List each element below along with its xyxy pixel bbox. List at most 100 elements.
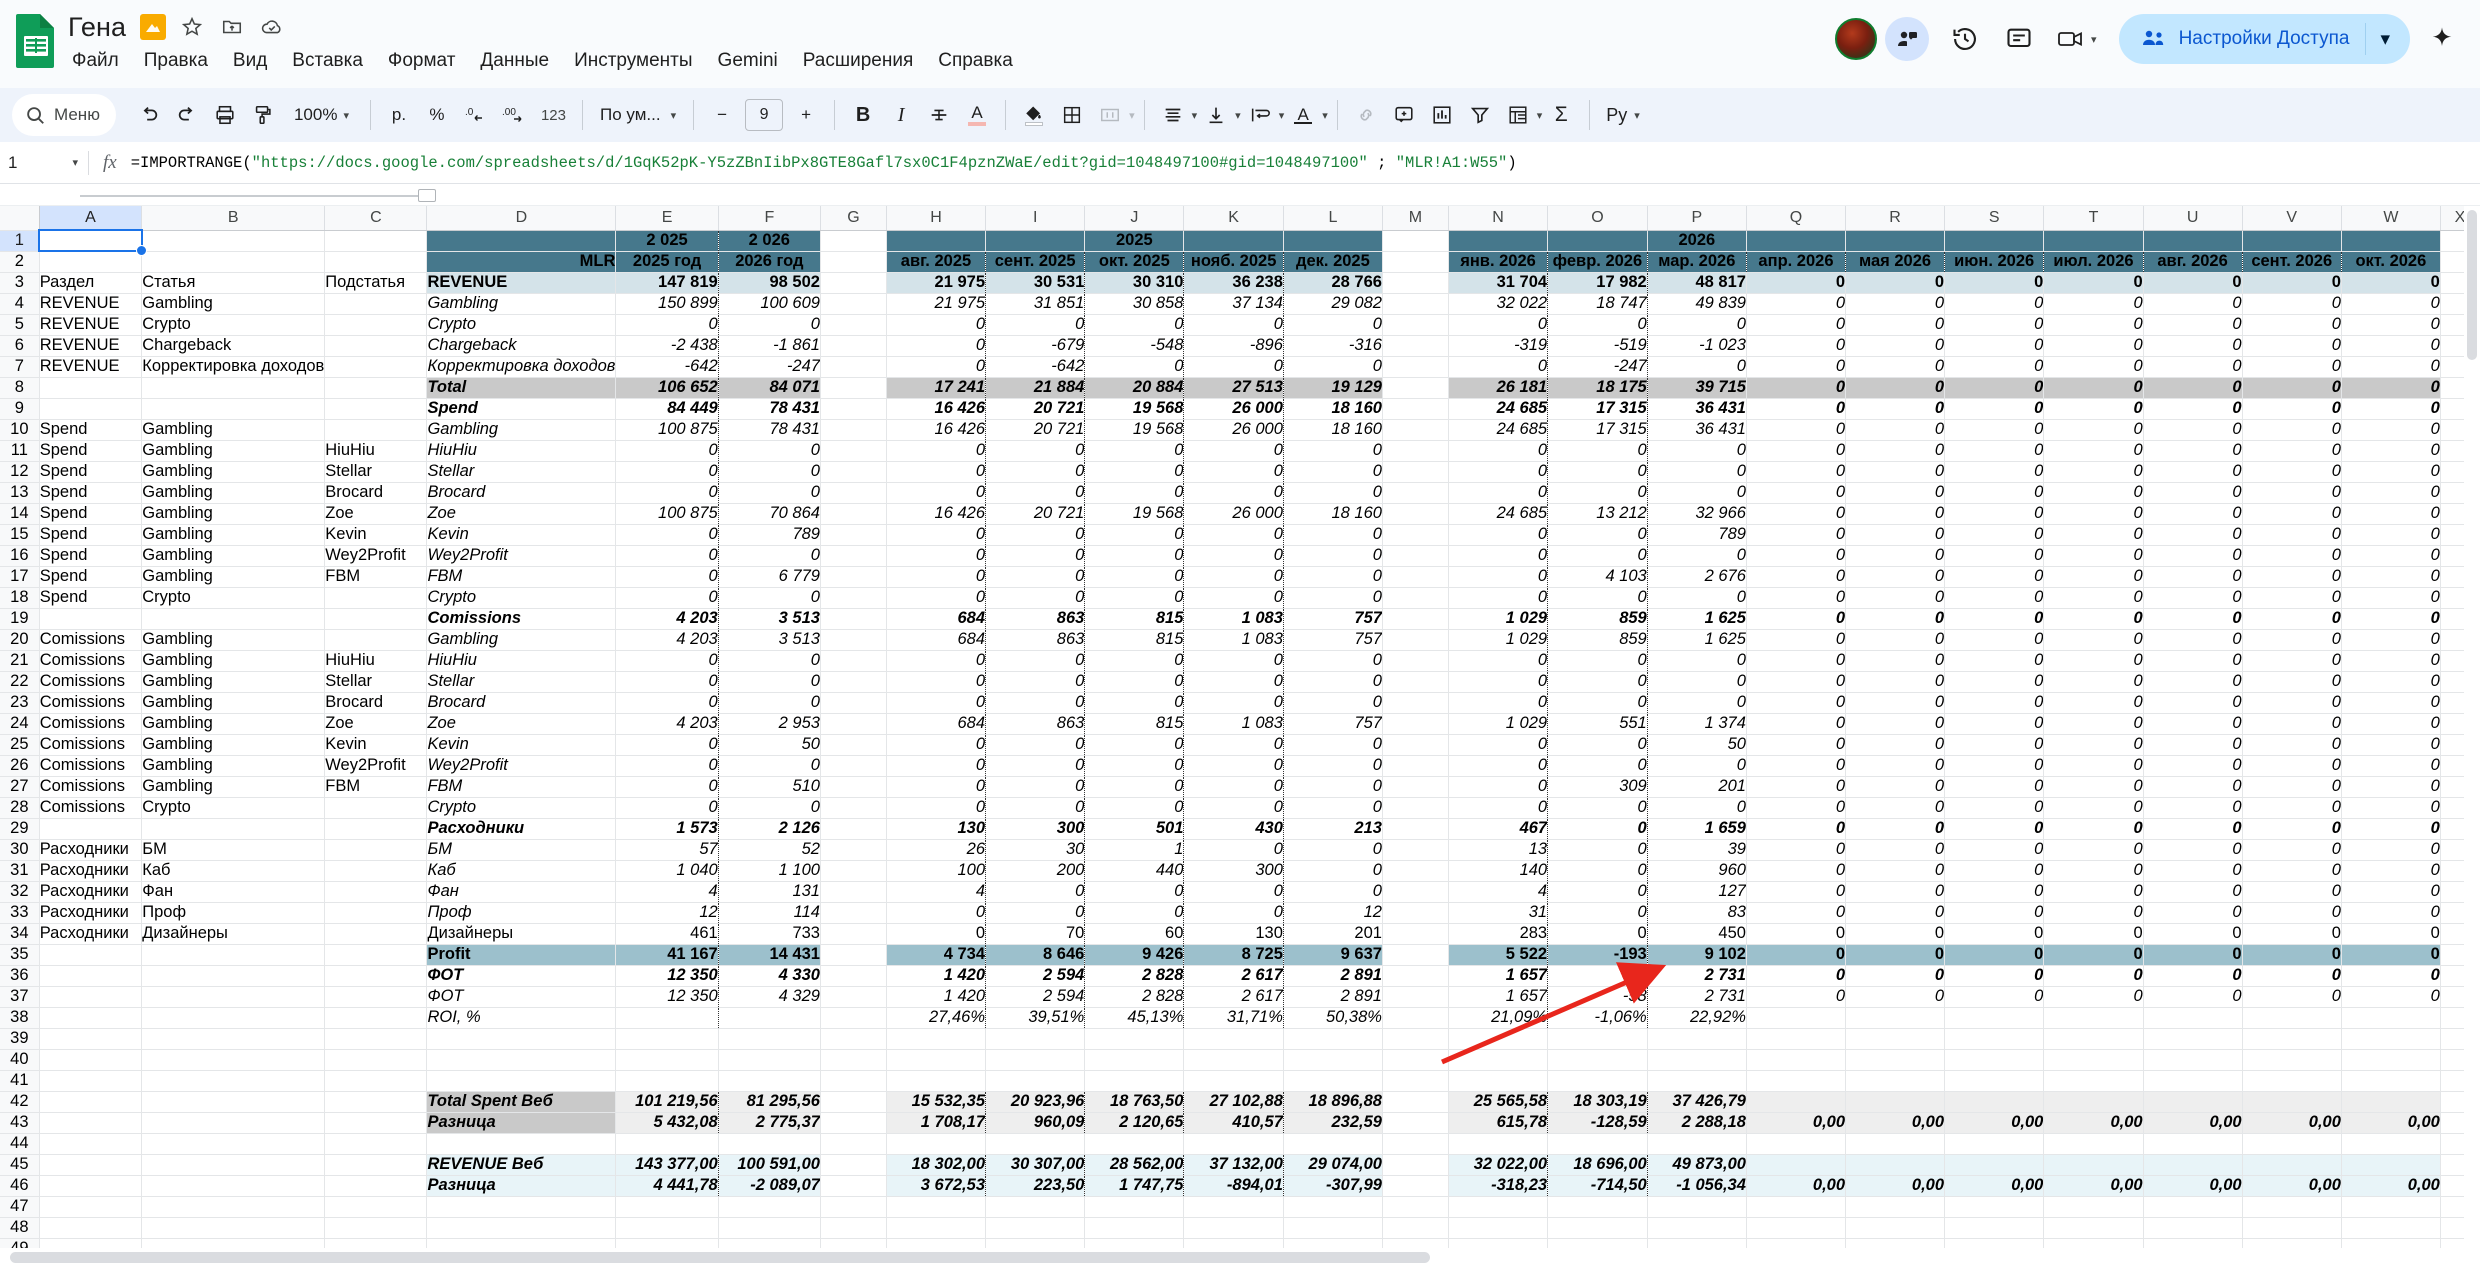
cell-R41[interactable] — [1845, 1070, 1946, 1092]
cell-K9[interactable]: 26 000 — [1183, 398, 1284, 420]
cell-M24[interactable] — [1382, 713, 1449, 735]
cell-S47[interactable] — [1944, 1196, 2045, 1218]
cell-J12[interactable]: 0 — [1084, 461, 1185, 483]
cell-L31[interactable]: 0 — [1283, 860, 1383, 882]
cell-B18[interactable]: Crypto — [141, 587, 326, 609]
cell-A43[interactable] — [39, 1112, 143, 1134]
cell-S17[interactable]: 0 — [1944, 566, 2045, 588]
cell-V40[interactable] — [2242, 1049, 2342, 1071]
cell-B10[interactable]: Gambling — [141, 419, 326, 441]
cell-C24[interactable]: Zoe — [324, 713, 428, 735]
cell-J47[interactable] — [1084, 1196, 1185, 1218]
cell-G7[interactable] — [820, 356, 887, 378]
cell-N9[interactable]: 24 685 — [1448, 398, 1549, 420]
cell-E5[interactable]: 0 — [615, 314, 719, 336]
share-button[interactable]: Настройки Доступа ▾ — [2118, 14, 2410, 64]
menu-item-file[interactable]: Файл — [72, 50, 119, 71]
cell-D35[interactable]: Profit — [426, 944, 617, 966]
cell-I5[interactable]: 0 — [985, 314, 1086, 336]
share-chevron-down-icon[interactable]: ▾ — [2380, 28, 2390, 50]
cell-M31[interactable] — [1382, 860, 1449, 882]
cell-T6[interactable]: 0 — [2043, 335, 2144, 357]
cell-T22[interactable]: 0 — [2043, 671, 2144, 693]
cell-N20[interactable]: 1 029 — [1448, 629, 1549, 651]
cell-H42[interactable]: 15 532,35 — [886, 1091, 987, 1113]
cell-I24[interactable]: 863 — [985, 713, 1086, 735]
cell-M37[interactable] — [1382, 986, 1449, 1008]
star-icon[interactable] — [178, 13, 206, 41]
italic-button[interactable]: I — [897, 103, 905, 126]
cell-B29[interactable] — [141, 818, 326, 840]
cell-N12[interactable]: 0 — [1448, 461, 1549, 483]
cell-J2[interactable]: окт. 2025 — [1084, 251, 1185, 273]
cell-A27[interactable]: Comissions — [39, 776, 143, 798]
version-history-icon[interactable] — [1941, 15, 1989, 63]
cell-U14[interactable]: 0 — [2143, 503, 2243, 525]
cell-D24[interactable]: Zoe — [426, 713, 617, 735]
cell-D9[interactable]: Spend — [426, 398, 617, 420]
cell-H35[interactable]: 4 734 — [886, 944, 987, 966]
cell-W44[interactable] — [2341, 1133, 2441, 1155]
row-header-5[interactable]: 5 — [0, 314, 40, 336]
cell-B17[interactable]: Gambling — [141, 566, 326, 588]
cell-I32[interactable]: 0 — [985, 881, 1086, 903]
cell-D22[interactable]: Stellar — [426, 671, 617, 693]
cell-Q6[interactable]: 0 — [1746, 335, 1847, 357]
cell-O39[interactable] — [1547, 1028, 1648, 1050]
cell-W5[interactable]: 0 — [2341, 314, 2441, 336]
cell-U4[interactable]: 0 — [2143, 293, 2243, 315]
cell-B31[interactable]: Каб — [141, 860, 326, 882]
cell-G19[interactable] — [820, 608, 887, 630]
cell-U28[interactable]: 0 — [2143, 797, 2243, 819]
cell-R38[interactable] — [1845, 1007, 1946, 1029]
cell-O8[interactable]: 18 175 — [1547, 377, 1648, 399]
row-header-36[interactable]: 36 — [0, 965, 40, 987]
sheets-logo[interactable] — [14, 12, 58, 70]
cell-P12[interactable]: 0 — [1647, 461, 1747, 483]
cell-V3[interactable]: 0 — [2242, 272, 2342, 294]
cell-M17[interactable] — [1382, 566, 1449, 588]
cell-H20[interactable]: 684 — [886, 629, 987, 651]
cell-S12[interactable]: 0 — [1944, 461, 2045, 483]
cell-T39[interactable] — [2043, 1028, 2144, 1050]
cell-T21[interactable]: 0 — [2043, 650, 2144, 672]
cell-J26[interactable]: 0 — [1084, 755, 1185, 777]
font-size-stepper[interactable]: − 9 + — [703, 96, 825, 134]
cell-Q18[interactable]: 0 — [1746, 587, 1847, 609]
cell-A48[interactable] — [39, 1217, 143, 1239]
cell-S22[interactable]: 0 — [1944, 671, 2045, 693]
cell-V17[interactable]: 0 — [2242, 566, 2342, 588]
cell-C34[interactable] — [324, 923, 428, 945]
cell-L18[interactable]: 0 — [1283, 587, 1383, 609]
cell-E18[interactable]: 0 — [615, 587, 719, 609]
avatar[interactable] — [1835, 18, 1878, 60]
cell-E38[interactable] — [615, 1007, 719, 1029]
font-size-input[interactable]: 9 — [745, 99, 784, 131]
cell-L27[interactable]: 0 — [1283, 776, 1383, 798]
percent-format-button[interactable]: % — [429, 105, 445, 124]
cell-S14[interactable]: 0 — [1944, 503, 2045, 525]
cell-K31[interactable]: 300 — [1183, 860, 1284, 882]
cell-G33[interactable] — [820, 902, 887, 924]
cloud-saved-icon[interactable] — [258, 13, 286, 41]
cell-Q17[interactable]: 0 — [1746, 566, 1847, 588]
cell-C38[interactable] — [324, 1007, 428, 1029]
cell-D31[interactable]: Каб — [426, 860, 617, 882]
cell-T10[interactable]: 0 — [2043, 419, 2144, 441]
cell-K19[interactable]: 1 083 — [1183, 608, 1284, 630]
cell-F20[interactable]: 3 513 — [718, 629, 821, 651]
cell-L24[interactable]: 757 — [1283, 713, 1383, 735]
cell-P15[interactable]: 789 — [1647, 524, 1747, 546]
cell-L44[interactable] — [1283, 1133, 1383, 1155]
cell-M2[interactable] — [1382, 251, 1449, 273]
cell-F48[interactable] — [718, 1217, 821, 1239]
cell-W6[interactable]: 0 — [2341, 335, 2441, 357]
cell-O26[interactable]: 0 — [1547, 755, 1648, 777]
cell-E39[interactable] — [615, 1028, 719, 1050]
cell-B45[interactable] — [141, 1154, 326, 1176]
cell-L43[interactable]: 232,59 — [1283, 1112, 1383, 1134]
row-header-37[interactable]: 37 — [0, 986, 40, 1008]
cell-F36[interactable]: 4 330 — [718, 965, 821, 987]
cell-R47[interactable] — [1845, 1196, 1946, 1218]
column-header-t[interactable]: T — [2043, 206, 2144, 231]
